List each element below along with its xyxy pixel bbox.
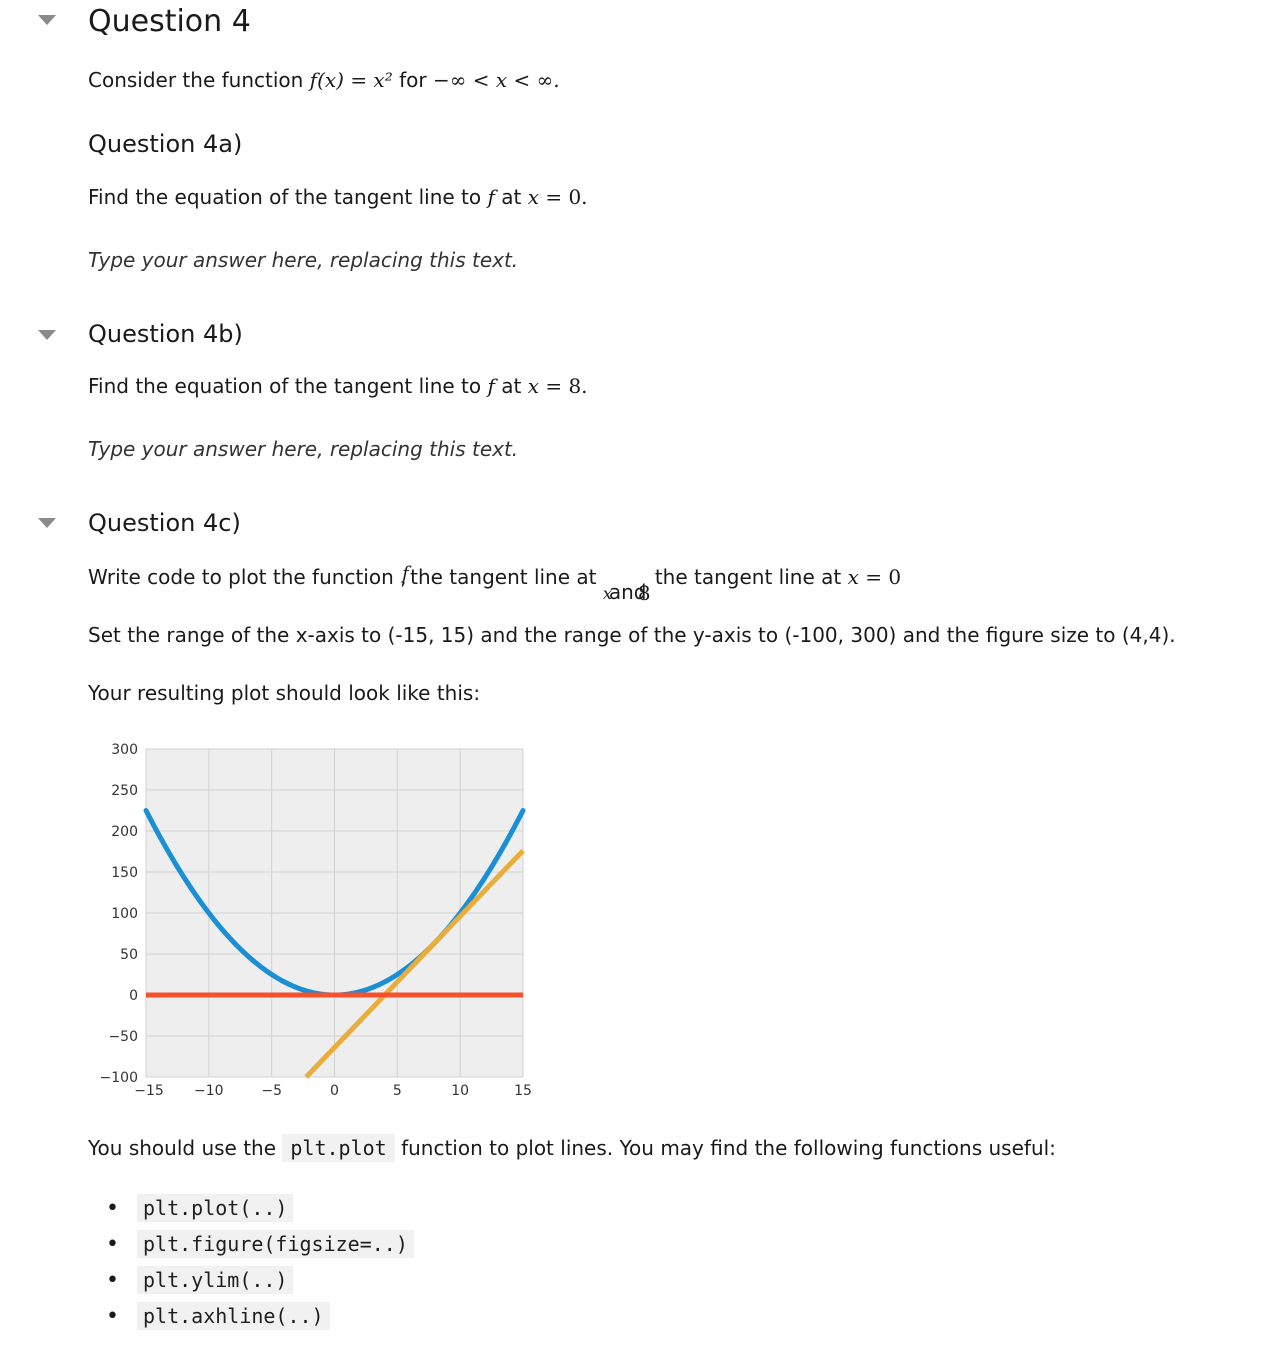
q4a-x: x (527, 185, 539, 209)
heading-question-4: Question 4 (88, 4, 251, 39)
x-tick-label: 15 (514, 1083, 532, 1099)
y-tick-label: 200 (111, 824, 138, 840)
q4c-line1: Write code to plot the function f, the ta… (88, 563, 902, 605)
q4-intro: Consider the function f(x) = x² for −∞ <… (88, 68, 560, 92)
x-tick-label: 0 (330, 1083, 339, 1099)
collapse-toggle-q4b[interactable] (38, 330, 56, 340)
y-tick-label: 100 (111, 906, 138, 922)
collapse-toggle-q4[interactable] (38, 15, 56, 25)
x-tick-labels: −15 −10 −5 0 5 10 15 (134, 1083, 532, 1099)
function-code: plt.axhline(..) (136, 1302, 330, 1330)
x-tick-label: −15 (134, 1083, 164, 1099)
q4a-prompt-text: Find the equation of the tangent line to (88, 185, 488, 209)
q4-intro-range: −∞ < x < ∞. (432, 68, 560, 92)
q4b-at: at (494, 374, 528, 398)
y-tick-label: 50 (120, 947, 138, 963)
q4a-f: f (487, 185, 495, 209)
series-line-tangent-x8 (304, 848, 525, 1079)
q4c-line1-c: the tangent line at (654, 565, 848, 589)
q4c-x: x (602, 584, 612, 603)
function-list: plt.plot(..) plt.figure(figsize=..) plt.… (88, 1190, 414, 1334)
x-tick-label: 10 (451, 1083, 469, 1099)
q4-intro-for: for (399, 68, 433, 92)
q4a-answer-field[interactable]: Type your answer here, replacing this te… (88, 248, 519, 272)
y-tick-label: 250 (111, 783, 138, 799)
y-tick-label: −100 (100, 1070, 138, 1086)
series-lines (143, 808, 526, 1079)
list-item: plt.plot(..) (106, 1190, 414, 1226)
q4b-x: x (527, 374, 539, 398)
q4-intro-math: f(x) = x² (309, 68, 400, 92)
q4c-line4: You should use the plt.plot function to … (88, 1134, 1056, 1162)
heading-question-4b: Question 4b) (88, 320, 243, 348)
q4c-eq: = 0 (858, 565, 902, 589)
q4c-line1-a: Write code to plot the function (88, 565, 401, 589)
q4b-prompt-text: Find the equation of the tangent line to (88, 374, 488, 398)
list-item: plt.figure(figsize=..) (106, 1226, 414, 1262)
inline-code-plt-plot: plt.plot (282, 1134, 395, 1162)
q4c-x2: x (847, 565, 859, 589)
q4c-line1-b: the tangent line at (410, 565, 603, 589)
q4c-line2: Set the range of the x-axis to (-15, 15)… (88, 623, 1176, 647)
y-tick-label: 0 (129, 988, 138, 1004)
y-tick-label: 150 (111, 865, 138, 881)
q4c-line4-b: function to plot lines. You may find the… (394, 1136, 1056, 1160)
q4b-f: f (487, 374, 495, 398)
y-tick-label: 300 (111, 742, 138, 758)
heading-question-4c: Question 4c) (88, 509, 241, 537)
q4a-prompt: Find the equation of the tangent line to… (88, 185, 588, 209)
q4c-line4-a: You should use the (88, 1136, 283, 1160)
x-tick-label: 5 (393, 1083, 402, 1099)
q4c-and: and (608, 580, 647, 604)
heading-question-4a: Question 4a) (88, 130, 243, 158)
function-code: plt.figure(figsize=..) (136, 1230, 414, 1258)
x-tick-label: −10 (194, 1083, 224, 1099)
q4a-eq: = 0. (538, 185, 588, 209)
example-plot: −100 −50 0 50 100 150 200 250 300 −15 −1… (100, 742, 532, 1099)
list-item: plt.axhline(..) (106, 1298, 414, 1334)
collapse-toggle-q4c[interactable] (38, 518, 56, 528)
q4-intro-prefix: Consider the function (88, 68, 310, 92)
q4a-at: at (494, 185, 528, 209)
y-tick-labels: −100 −50 0 50 100 150 200 250 300 (100, 742, 138, 1086)
y-tick-label: −50 (108, 1029, 138, 1045)
q4c-f: f (402, 563, 409, 584)
function-code: plt.plot(..) (136, 1194, 294, 1222)
q4b-eq: = 8. (538, 374, 588, 398)
q4b-prompt: Find the equation of the tangent line to… (88, 374, 588, 398)
q4c-line3: Your resulting plot should look like thi… (88, 681, 481, 705)
q4c-8: 8 (637, 581, 651, 605)
q4b-answer-field[interactable]: Type your answer here, replacing this te… (88, 437, 519, 461)
x-tick-label: −5 (261, 1083, 282, 1099)
function-code: plt.ylim(..) (136, 1266, 294, 1294)
list-item: plt.ylim(..) (106, 1262, 414, 1298)
